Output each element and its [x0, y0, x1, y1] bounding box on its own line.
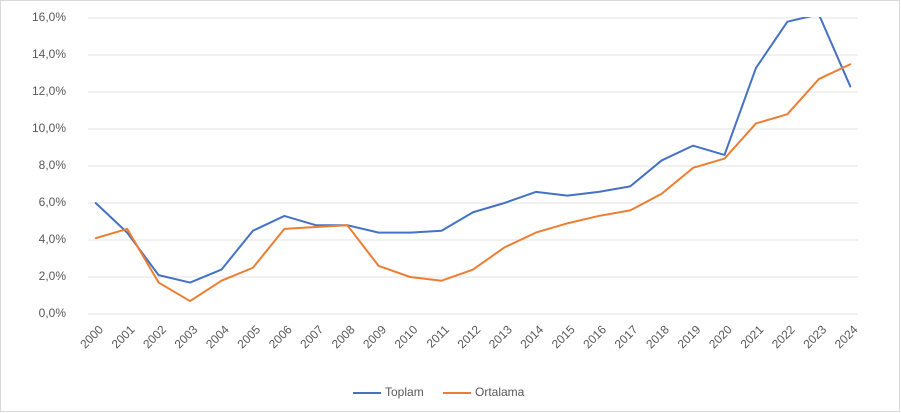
series-line [94, 17, 852, 284]
y-tick-label: 4,0% [39, 232, 67, 246]
legend-label: Ortalama [475, 385, 525, 399]
y-tick-label: 14,0% [32, 47, 66, 61]
y-tick-label: 0,0% [39, 306, 67, 320]
series-line [94, 63, 852, 303]
y-tick-label: 2,0% [39, 269, 67, 283]
y-tick-label: 6,0% [39, 195, 67, 209]
grid [88, 17, 858, 315]
y-tick-label: 16,0% [32, 10, 66, 24]
y-tick-label: 10,0% [32, 121, 66, 135]
legend-label: Toplam [385, 385, 424, 399]
plot [94, 17, 852, 303]
y-tick-label: 12,0% [32, 84, 66, 98]
y-tick-label: 8,0% [39, 158, 67, 172]
